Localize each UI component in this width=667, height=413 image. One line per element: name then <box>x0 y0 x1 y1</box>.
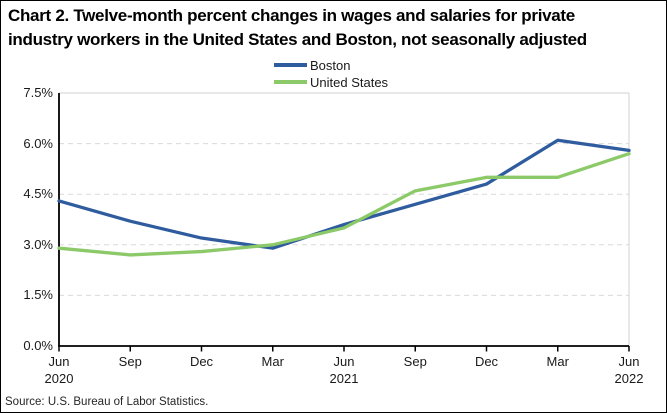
y-tick-label: 0.0% <box>23 338 53 353</box>
x-tick-label: Mar <box>546 354 569 369</box>
y-tick-label: 4.5% <box>23 186 53 202</box>
x-tick-label: Dec <box>474 354 499 369</box>
y-tick-label: 3.0% <box>23 236 53 252</box>
y-tick-label: 1.5% <box>23 287 53 303</box>
x-tick-label: Jun 2021 <box>316 353 372 387</box>
y-tick-label: 6.0% <box>23 135 53 151</box>
x-tick-year-label: 2020 <box>44 371 74 386</box>
x-tick-label: Sep <box>118 354 142 369</box>
legend-line-swatch <box>274 80 307 84</box>
source-note: Source: U.S. Bureau of Labor Statistics. <box>5 396 209 408</box>
x-tick-year-label: 2022 <box>614 371 644 386</box>
y-tick-label: 7.5% <box>23 85 53 100</box>
x-tick-label: Sep <box>403 354 427 369</box>
x-tick-label: Jun 2022 <box>601 353 657 387</box>
x-tick-label: Dec <box>189 354 214 369</box>
x-tick-label: Mar <box>261 354 284 369</box>
legend: Boston United States <box>274 57 389 90</box>
legend-line-swatch <box>274 63 307 67</box>
legend-label: Boston <box>310 57 351 73</box>
legend-item-boston: Boston <box>274 57 388 73</box>
legend-label: United States <box>310 74 389 90</box>
x-tick-label: Jun 2020 <box>31 353 87 387</box>
legend-item-united-states: United States <box>274 74 389 90</box>
series-line-united-states <box>57 152 631 257</box>
chart-title: Chart 2. Twelve-month percent changes in… <box>8 6 587 49</box>
x-tick-year-label: 2021 <box>329 371 359 386</box>
series-line-boston <box>57 138 631 250</box>
